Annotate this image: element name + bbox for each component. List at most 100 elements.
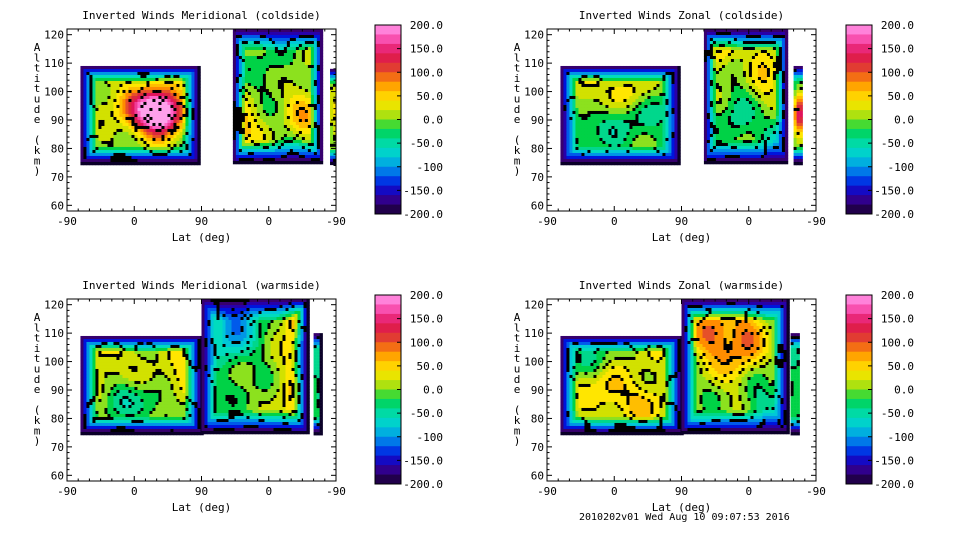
contour-cell (671, 152, 675, 157)
contour-cell (256, 62, 261, 66)
contour-cell (629, 161, 633, 166)
contour-cell (319, 35, 324, 39)
contour-cell (330, 131, 334, 136)
contour-cell (146, 161, 150, 166)
contour-cell (632, 152, 636, 157)
contour-cell (274, 44, 279, 48)
contour-cell (578, 68, 582, 73)
contour-cell (668, 95, 672, 100)
contour-cell (152, 149, 156, 154)
contour-cell (131, 104, 135, 109)
contour-cell (235, 74, 240, 78)
contour-cell (778, 35, 783, 39)
contour-cell (149, 125, 153, 130)
contour-cell (581, 74, 585, 79)
contour-cell (620, 146, 624, 151)
contour-cell (575, 146, 579, 151)
contour-cell (194, 155, 198, 160)
contour-cell (107, 89, 111, 94)
contour-cell (575, 83, 579, 88)
contour-cell (304, 104, 309, 108)
contour-cell (259, 140, 264, 144)
contour-cell (152, 95, 156, 100)
contour-cell (167, 65, 171, 70)
contour-cell (623, 116, 627, 121)
contour-cell (247, 152, 252, 156)
contour-cell (280, 146, 285, 150)
contour-cell (170, 104, 174, 109)
contour-cell (336, 84, 339, 87)
contour-cell (569, 146, 573, 151)
contour-cell (107, 137, 111, 142)
contour-cell (307, 140, 312, 144)
contour-cell (101, 116, 105, 121)
contour-cell (307, 83, 312, 87)
contour-cell (146, 107, 150, 112)
contour-cell (194, 71, 198, 76)
contour-cell (161, 137, 165, 142)
contour-cell (286, 50, 291, 54)
contour-cell (179, 104, 183, 109)
contour-cell (754, 74, 759, 78)
contour-cell (614, 98, 618, 103)
contour-cell (336, 78, 339, 81)
contour-cell (674, 119, 678, 124)
contour-cell (277, 110, 282, 114)
contour-cell (772, 95, 777, 99)
contour-cell (724, 101, 729, 105)
contour-cell (289, 77, 294, 81)
contour-cell (250, 134, 255, 138)
contour-cell (724, 74, 729, 78)
contour-cell (703, 74, 708, 78)
contour-cell (170, 125, 174, 130)
contour-cell (635, 128, 639, 133)
contour-cell (635, 125, 639, 130)
contour-cell (140, 98, 144, 103)
contour-cell (674, 149, 678, 154)
contour-cell (319, 107, 324, 111)
contour-cell (316, 107, 321, 111)
contour-cell (262, 44, 267, 48)
contour-cell (671, 149, 675, 154)
contour-cell (197, 149, 201, 154)
contour-cell (316, 137, 321, 141)
contour-cell (104, 116, 108, 121)
contour-cell (137, 98, 141, 103)
contour-cell (283, 128, 288, 132)
contour-cell (247, 59, 252, 63)
contour-cell (674, 152, 678, 157)
contour-cell (703, 62, 708, 66)
contour-cell (262, 101, 267, 105)
contour-cell (336, 117, 339, 120)
contour-cell (232, 50, 237, 54)
contour-cell (662, 161, 666, 166)
contour-cell (632, 119, 636, 124)
contour-cell (623, 71, 627, 76)
contour-cell (581, 77, 585, 82)
contour-cell (140, 134, 144, 139)
contour-cell (599, 143, 603, 148)
contour-cell (566, 125, 570, 130)
contour-cell (304, 65, 309, 69)
contour-cell (632, 89, 636, 94)
contour-cell (644, 143, 648, 148)
contour-cell (614, 92, 618, 97)
contour-cell (721, 62, 726, 66)
contour-cell (173, 113, 177, 118)
contour-cell (310, 149, 315, 153)
contour-cell (286, 41, 291, 45)
contour-cell (298, 95, 303, 99)
contour-cell (590, 68, 594, 73)
contour-cell (635, 134, 639, 139)
contour-cell (665, 104, 669, 109)
contour-cell (176, 131, 180, 136)
contour-cell (748, 41, 753, 45)
contour-cell (238, 149, 243, 153)
contour-cell (110, 74, 114, 79)
contour-cell (721, 44, 726, 48)
contour-cell (563, 80, 567, 85)
contour-cell (569, 119, 573, 124)
contour-cell (310, 158, 315, 162)
contour-cell (277, 119, 282, 123)
contour-cell (179, 122, 183, 127)
